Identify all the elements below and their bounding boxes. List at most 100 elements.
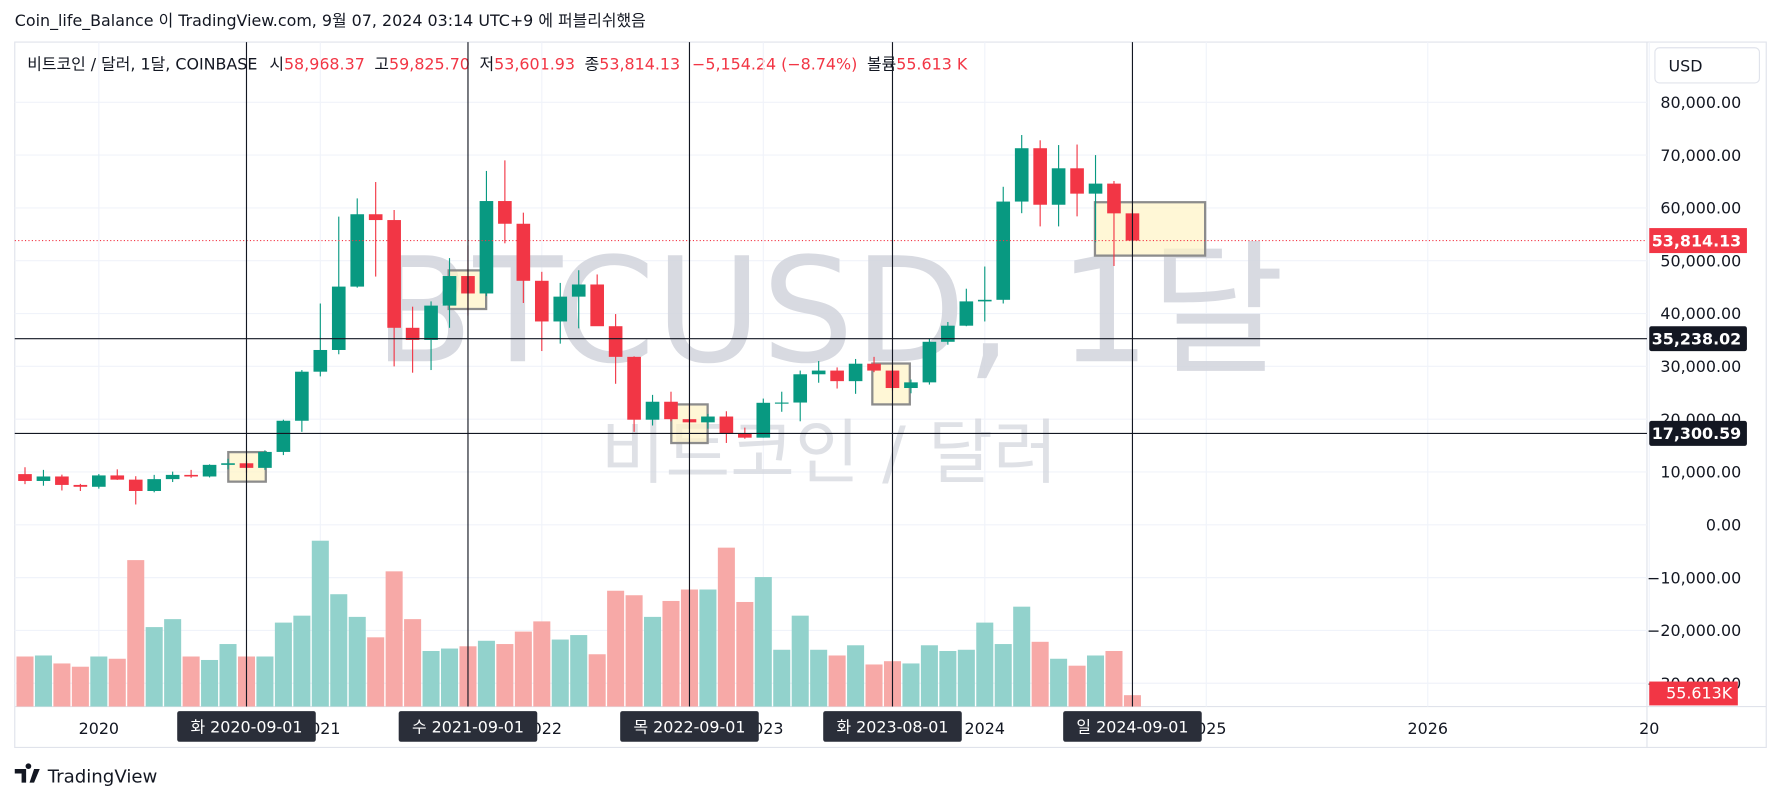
candle-body	[1014, 148, 1029, 202]
volume-label-box	[1649, 681, 1738, 706]
volume-bar	[607, 590, 625, 707]
candle-body	[941, 325, 955, 342]
candle-body	[1070, 168, 1084, 194]
watermark-subtext: 비트코인 / 달러	[601, 412, 1058, 494]
vline-label-box	[823, 711, 962, 742]
volume-bar	[440, 648, 459, 707]
candle-body	[830, 370, 844, 382]
x-tick-label: 20	[1639, 719, 1659, 738]
candle-body	[1088, 183, 1103, 194]
vline-label: 화 2020-09-01	[190, 718, 302, 737]
candle-body	[128, 479, 143, 492]
vline-label-box	[1063, 711, 1202, 742]
candle-body	[221, 463, 235, 465]
volume-bar	[422, 650, 440, 707]
legend-value: 55.613 K	[896, 54, 968, 73]
legend-symbol: 비트코인 / 달러, 1달, COINBASE	[27, 54, 257, 73]
volume-bar	[514, 631, 532, 707]
candle-body	[534, 280, 549, 322]
volume-bar	[311, 540, 329, 707]
legend-value: 53,814.13	[599, 54, 680, 73]
candle-body	[479, 201, 494, 294]
price-label-box	[1649, 228, 1747, 254]
volume-bar	[717, 547, 735, 707]
candle-body	[959, 301, 974, 326]
candle-body	[719, 416, 734, 434]
y-tick-label: −10,000.00	[1647, 568, 1741, 587]
volume-bar	[127, 560, 145, 707]
candle-body	[368, 214, 383, 221]
volume-bar	[570, 635, 588, 707]
volume-bar	[976, 622, 994, 707]
volume-bar	[16, 656, 34, 707]
y-tick-label: 10,000.00	[1660, 463, 1741, 482]
volume-bar	[957, 649, 975, 707]
hline-label-box	[1649, 326, 1747, 352]
volume-bar	[108, 658, 126, 707]
volume-bar	[847, 645, 865, 707]
volume-bar	[1013, 606, 1031, 707]
volume-bar	[625, 595, 643, 707]
y-tick-label: 70,000.00	[1660, 146, 1741, 165]
y-tick-label: 30,000.00	[1660, 357, 1741, 376]
x-tick-label: 2024	[965, 719, 1005, 738]
candle-body	[147, 479, 162, 492]
x-tick-label: 2020	[79, 719, 119, 738]
hline-label: 35,238.02	[1652, 329, 1741, 348]
candle-body	[350, 214, 365, 287]
brand-name: TradingView	[47, 767, 158, 788]
volume-bar	[1050, 658, 1068, 707]
volume-bar	[164, 619, 182, 707]
volume-bar	[404, 619, 422, 707]
legend-value: 53,601.93	[494, 54, 575, 73]
candle-body	[165, 474, 180, 480]
legend-tag: 시	[269, 54, 284, 73]
volume-bar	[367, 637, 385, 707]
candle-body	[331, 286, 346, 350]
candle-body	[627, 356, 641, 420]
volume-bar	[145, 627, 163, 707]
candle-body	[571, 284, 586, 297]
volume-bar	[828, 655, 846, 707]
currency-button[interactable]	[1654, 47, 1760, 84]
candle-body	[608, 326, 623, 357]
volume-bar	[1031, 641, 1049, 707]
candle-body	[701, 416, 715, 423]
volume-bar	[588, 654, 606, 707]
legend-value: 59,825.70	[389, 54, 470, 73]
frame	[14, 41, 1767, 748]
y-tick-label: 40,000.00	[1660, 304, 1741, 323]
volume-bar	[330, 594, 348, 707]
candle-body	[18, 474, 32, 481]
vline-label: 목 2022-09-01	[633, 718, 745, 737]
volume-bar	[773, 649, 791, 707]
vline-label-box	[177, 711, 316, 742]
volume-bar	[533, 621, 551, 707]
y-tick-label: −20,000.00	[1647, 621, 1741, 640]
candle-body	[756, 402, 771, 438]
candle-body	[811, 370, 826, 375]
volume-bar	[644, 616, 662, 707]
candle-body	[774, 402, 789, 404]
candle-body	[405, 327, 420, 340]
volume-bar	[1105, 650, 1123, 707]
brand-logo	[14, 763, 40, 783]
vline-label: 화 2023-08-01	[836, 718, 948, 737]
candle-body	[387, 220, 401, 328]
candle-body	[258, 451, 272, 468]
currency-label[interactable]: USD	[1669, 57, 1703, 76]
volume-bar	[699, 589, 717, 707]
y-tick-label: 50,000.00	[1660, 251, 1741, 270]
volume-bar	[865, 664, 883, 707]
caption: Coin_life_Balance 이 TradingView.com, 9월 …	[15, 11, 646, 31]
candle-body	[202, 464, 217, 477]
candle-body	[516, 223, 531, 281]
y-tick-label: 60,000.00	[1660, 199, 1741, 218]
volume-bar	[201, 659, 219, 707]
volume-bar	[477, 640, 495, 707]
candle-body	[793, 374, 808, 403]
candle-body	[36, 476, 51, 481]
legend-tag: 저	[480, 54, 495, 73]
volume-bar	[34, 655, 52, 707]
